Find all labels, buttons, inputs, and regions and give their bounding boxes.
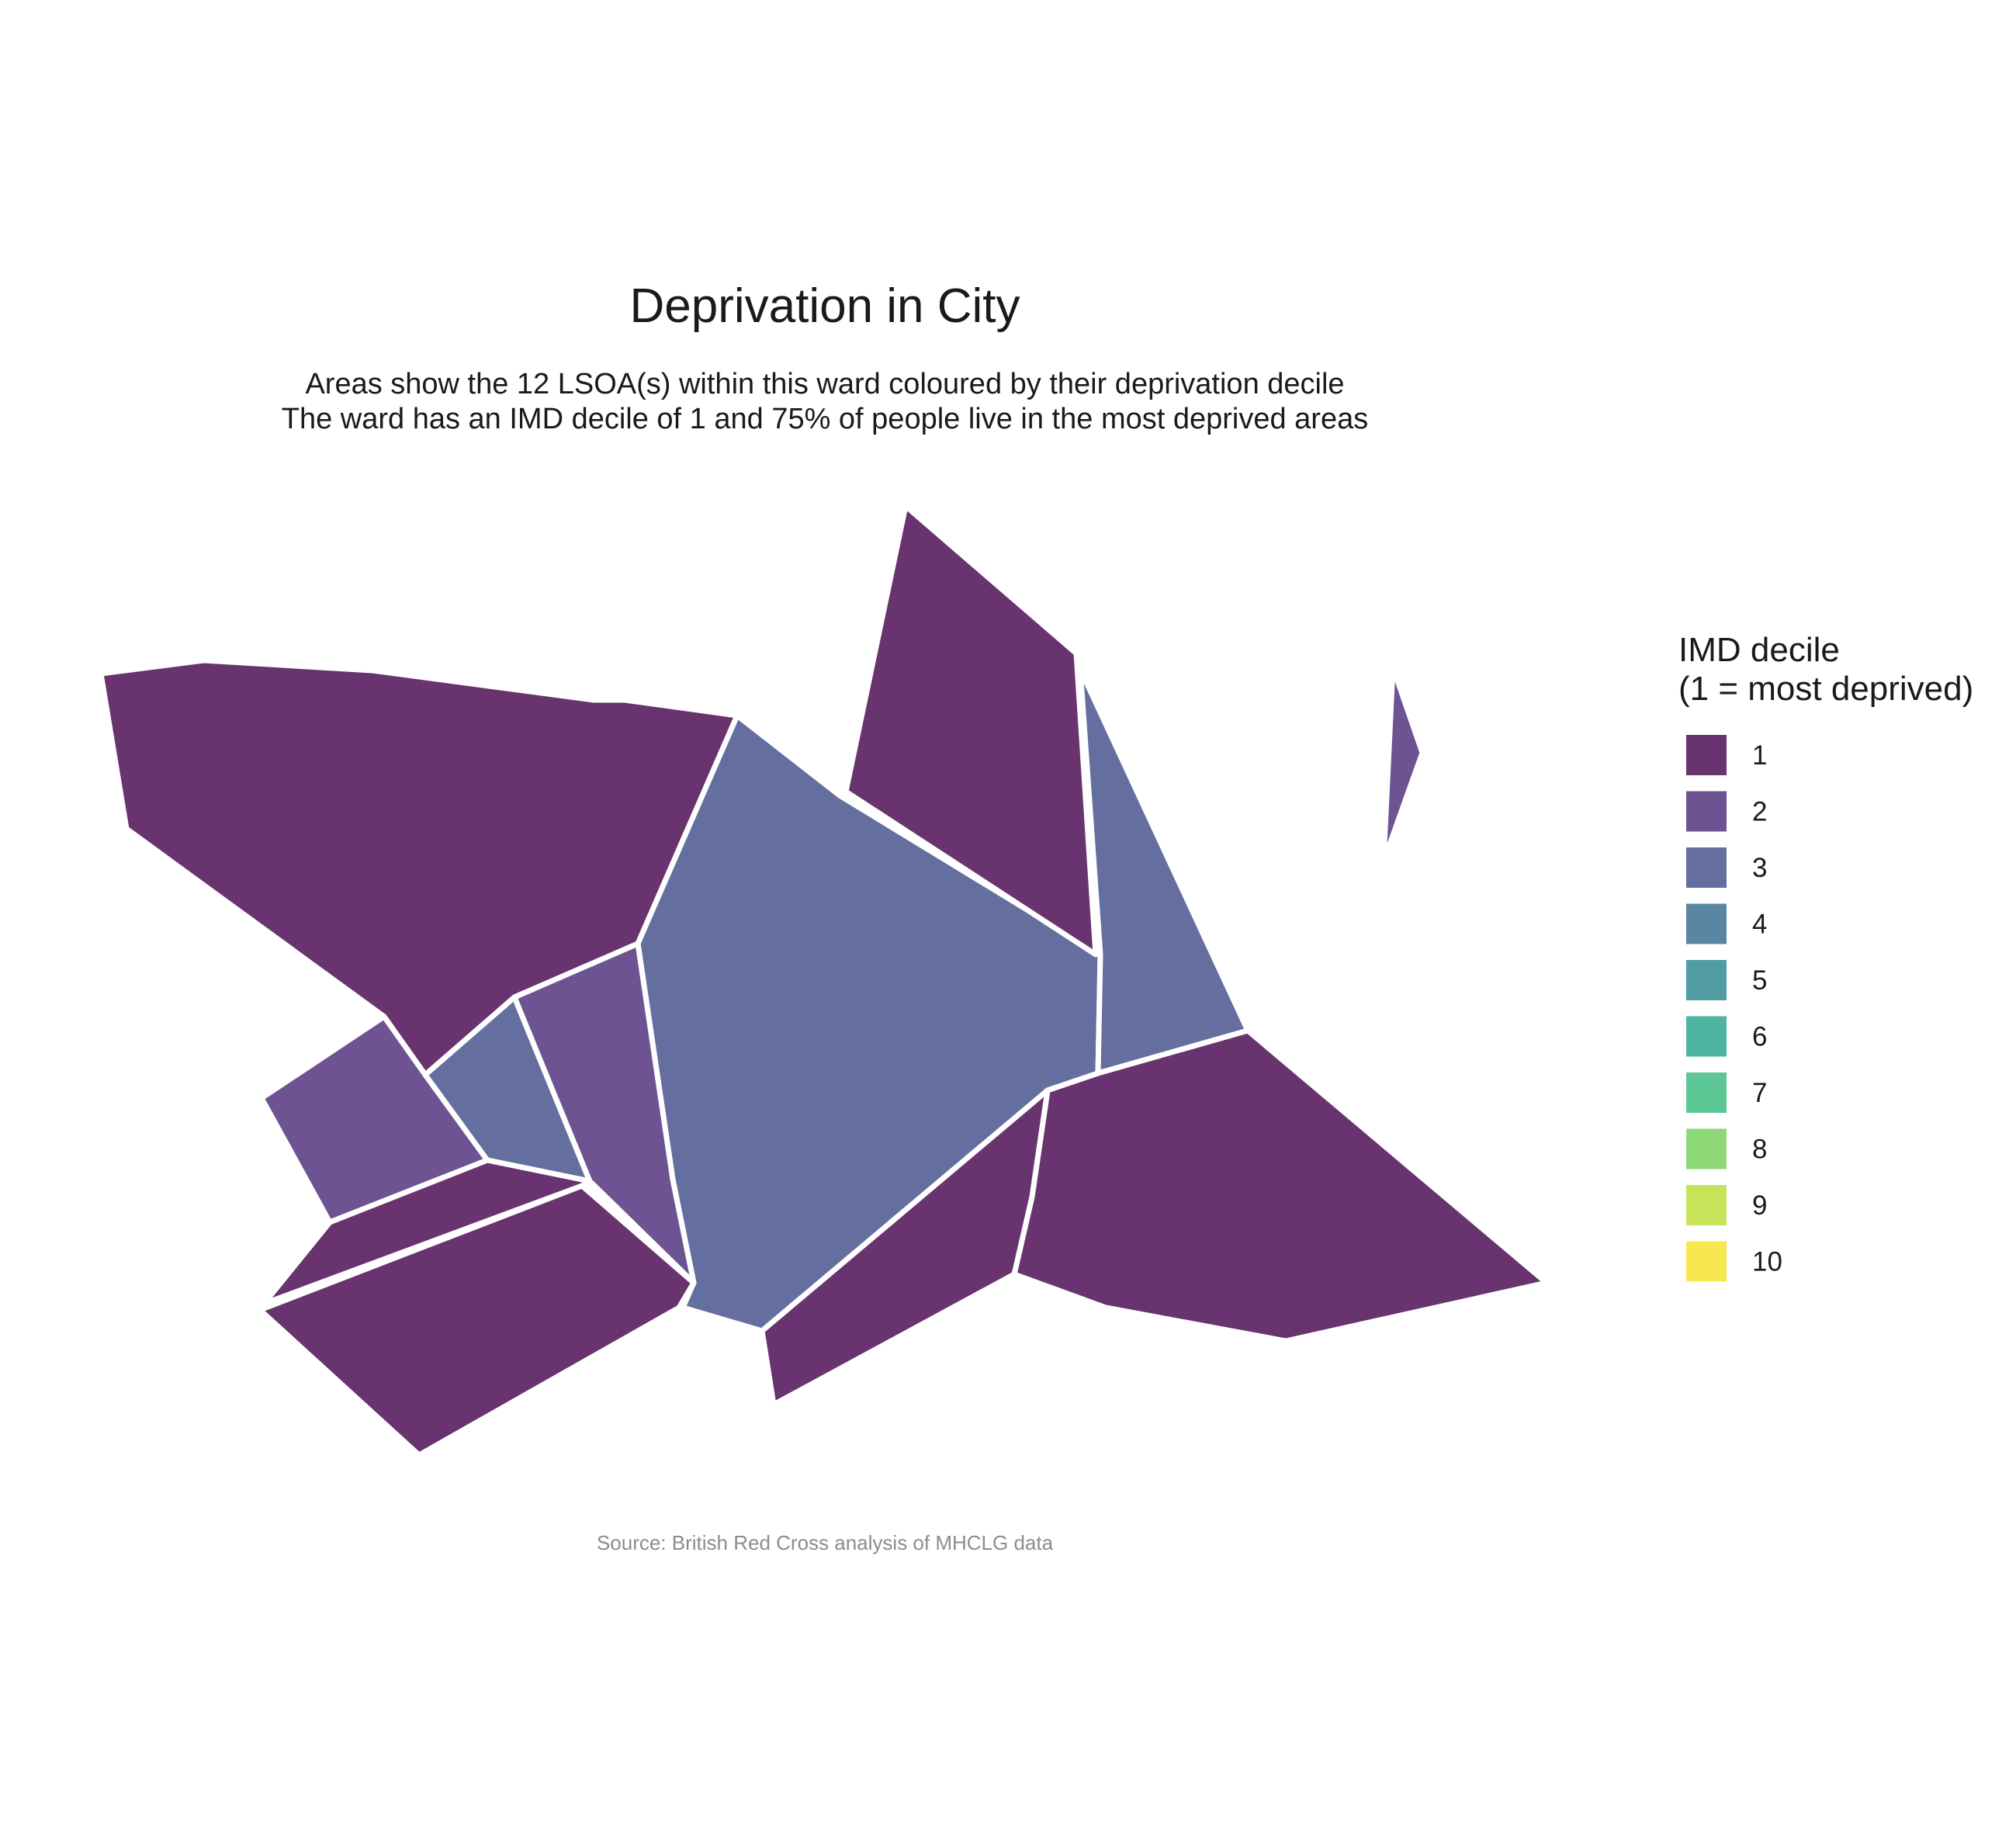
legend-label-5: 5: [1752, 965, 1767, 996]
legend-swatch-5: [1686, 960, 1727, 1000]
legend-label-9: 9: [1752, 1190, 1767, 1221]
legend-swatch-2: [1686, 791, 1727, 832]
lsoa-area-south-west[interactable]: [257, 1183, 697, 1458]
legend-title-line-1: IMD decile: [1678, 631, 1840, 669]
legend-title-line-2: (1 = most deprived): [1678, 670, 1973, 708]
legend-swatch-9: [1686, 1185, 1727, 1225]
legend-swatch-6: [1686, 1016, 1727, 1057]
legend-label-8: 8: [1752, 1135, 1767, 1165]
legend-swatch-10: [1686, 1241, 1727, 1282]
legend-swatch-4: [1686, 903, 1727, 944]
legend-label-10: 10: [1752, 1247, 1782, 1277]
legend-swatch-1: [1686, 735, 1727, 775]
legend-label-4: 4: [1752, 910, 1767, 940]
legend-label-3: 3: [1752, 853, 1767, 883]
lsoa-areas: [98, 503, 1550, 1458]
legend: IMD decile (1 = most deprived) 1 2 3 4 5 6 7 8 9…: [1678, 631, 1973, 1282]
legend-label-1: 1: [1752, 740, 1767, 771]
lsoa-area-south-west-band[interactable]: [261, 1157, 593, 1307]
legend-items: 1 2 3 4 5 6 7 8 9 10: [1686, 735, 1782, 1282]
lsoa-area-east-sliver[interactable]: [1380, 664, 1425, 865]
map-subtitle-line-1: Areas show the 12 LSOA(s) within this wa…: [305, 368, 1344, 400]
legend-swatch-7: [1686, 1072, 1727, 1113]
lsoa-area-centre-west-strip[interactable]: [511, 941, 697, 1286]
lsoa-area-south-centre-strip[interactable]: [759, 1087, 1051, 1408]
legend-swatch-8: [1686, 1128, 1727, 1169]
legend-label-6: 6: [1752, 1022, 1767, 1052]
map-subtitle-line-2: The ward has an IMD decile of 1 and 75% …: [282, 403, 1368, 435]
legend-label-2: 2: [1752, 797, 1767, 827]
legend-swatch-3: [1686, 847, 1727, 888]
lsoa-area-north[interactable]: [843, 503, 1099, 958]
map-title: Deprivation in City: [629, 279, 1020, 333]
map-caption: Source: British Red Cross analysis of MH…: [597, 1531, 1054, 1554]
legend-label-7: 7: [1752, 1078, 1767, 1108]
